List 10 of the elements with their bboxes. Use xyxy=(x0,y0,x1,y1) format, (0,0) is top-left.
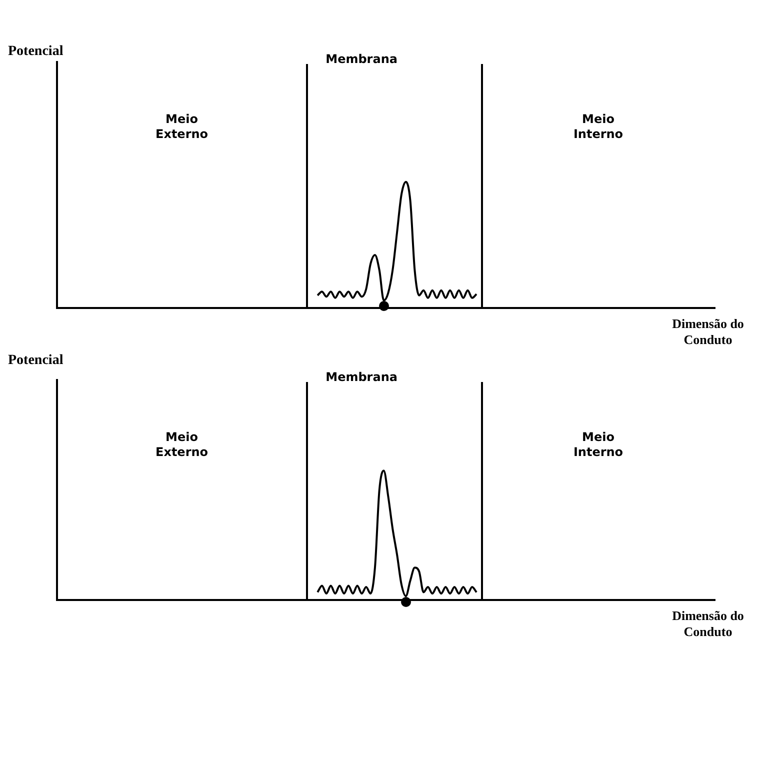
text: Meio Interno xyxy=(573,112,624,141)
text: Meio Externo xyxy=(156,430,208,459)
x-axis-title: Dimensão do Conduto xyxy=(671,316,745,348)
text: Meio Externo xyxy=(156,112,208,141)
text: Membrana xyxy=(326,52,398,66)
y-axis-title: Potencial xyxy=(8,44,64,60)
y-axis-title: Potencial xyxy=(8,353,64,369)
text: Membrana xyxy=(326,370,398,384)
text: Meio Interno xyxy=(573,430,624,459)
x-axis-title: Dimensão do Conduto xyxy=(671,608,745,640)
